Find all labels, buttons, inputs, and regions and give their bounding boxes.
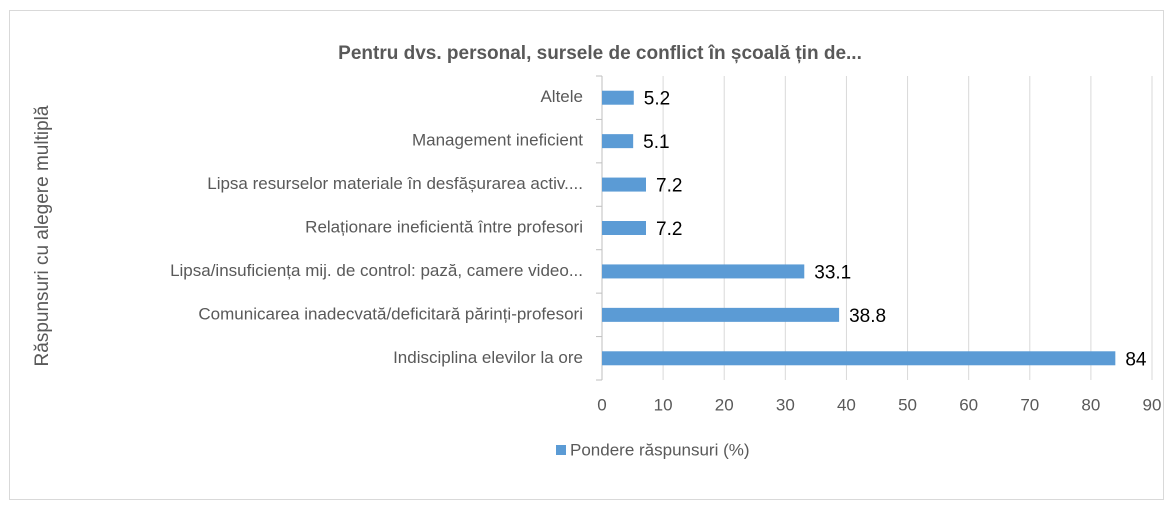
y-tick-label: Lipsa/insuficiența mij. de control: pază…	[170, 261, 583, 280]
bar	[602, 351, 1116, 366]
y-tick-label: Lipsa resurselor materiale în desfășurar…	[207, 174, 583, 193]
x-tick-label: 10	[654, 395, 673, 414]
data-label: 5.2	[644, 89, 670, 110]
x-tick-label: 80	[1081, 395, 1100, 414]
x-tick-label: 60	[959, 395, 978, 414]
x-tick-label: 20	[715, 395, 734, 414]
x-tick-label: 40	[837, 395, 856, 414]
y-tick-label: Relaționare ineficientă între profesori	[305, 217, 583, 236]
x-tick-label: 30	[776, 395, 795, 414]
bar	[602, 90, 634, 105]
y-axis-label: Răspunsuri cu alegere multiplă	[32, 105, 53, 366]
y-tick-label: Comunicarea inadecvată/deficitară părinț…	[198, 304, 583, 323]
chart-title: Pentru dvs. personal, sursele de conflic…	[338, 43, 862, 64]
y-tick-label: Altele	[540, 87, 583, 106]
x-tick-label: 50	[898, 395, 917, 414]
bar	[602, 177, 646, 192]
legend-swatch	[556, 445, 566, 455]
x-tick-label: 0	[597, 395, 606, 414]
x-tick-label: 90	[1143, 395, 1162, 414]
bar	[602, 221, 646, 235]
data-label: 33.1	[814, 262, 851, 283]
data-label: 5.1	[643, 132, 669, 153]
data-label: 7.2	[656, 219, 682, 240]
data-label: 84	[1125, 349, 1147, 370]
y-tick-label: Indisciplina elevilor la ore	[393, 348, 583, 367]
data-label: 38.8	[849, 306, 886, 327]
legend-label: Pondere răspunsuri (%)	[570, 440, 750, 459]
y-tick-label: Management ineficient	[412, 131, 583, 150]
bar	[602, 134, 634, 149]
chart-frame	[9, 10, 1164, 500]
bar	[602, 264, 805, 279]
x-tick-label: 70	[1020, 395, 1039, 414]
bar	[602, 307, 840, 322]
data-label: 7.2	[656, 176, 682, 197]
